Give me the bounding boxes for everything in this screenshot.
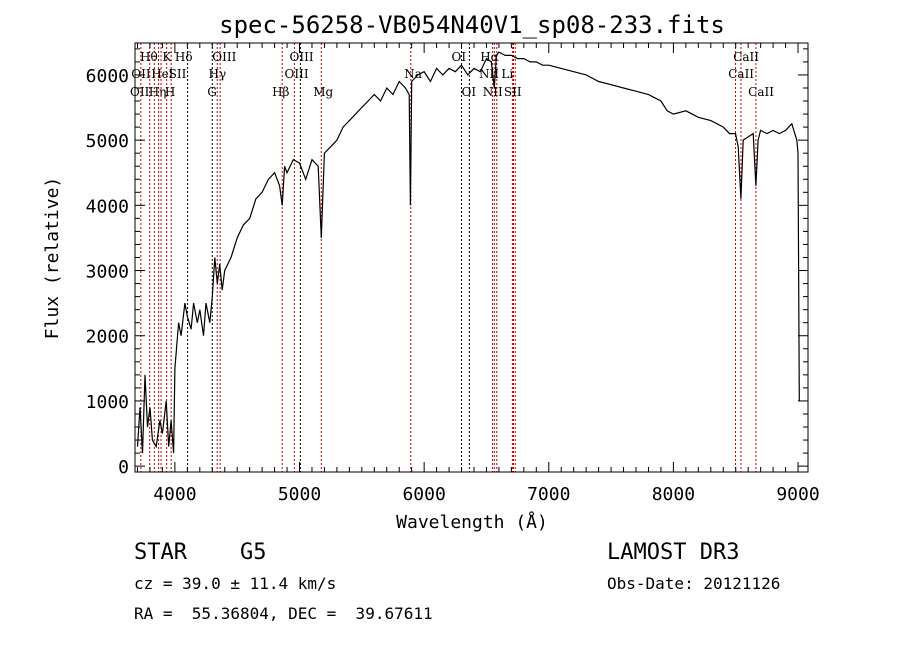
line-label: K — [162, 50, 172, 64]
y-tick-label: 1000 — [86, 392, 129, 413]
spectrum-line — [136, 51, 800, 454]
line-label: CaII — [733, 50, 759, 64]
line-label: Hβ — [272, 85, 289, 99]
line-label: OIII — [212, 50, 236, 64]
chart-title: spec-56258-VB054N40V1_sp08-233.fits — [219, 11, 725, 39]
coordinates: RA = 55.36804, DEC = 39.67611 — [134, 604, 433, 623]
x-tick-label: 9000 — [776, 484, 819, 505]
line-label: NII — [479, 67, 499, 81]
survey-name: LAMOST DR3 — [607, 540, 740, 565]
y-tick-label: 2000 — [86, 327, 129, 348]
line-label: CaII — [728, 67, 754, 81]
y-tick-label: 6000 — [86, 66, 129, 87]
line-label: CaII — [748, 85, 774, 99]
x-tick-label: 8000 — [652, 484, 695, 505]
line-label: HeI — [151, 67, 174, 81]
y-tick-label: 0 — [118, 457, 129, 478]
y-tick-label: 5000 — [86, 131, 129, 152]
line-label: OIII — [285, 67, 309, 81]
line-label: OII — [130, 85, 150, 99]
y-axis-label: Flux (relative) — [42, 177, 63, 340]
line-label: SII — [504, 85, 522, 99]
line-label: Hα — [480, 50, 499, 64]
x-tick-label: 5000 — [278, 484, 321, 505]
x-tick-label: 6000 — [402, 484, 445, 505]
line-label: Hθ — [140, 50, 158, 64]
line-label: Mg — [313, 85, 333, 99]
line-label: OI — [452, 50, 467, 64]
line-label: NII — [483, 85, 503, 99]
line-label: Hδ — [175, 50, 193, 64]
line-label: OII — [131, 67, 151, 81]
object-type: STAR G5 — [134, 540, 267, 565]
line-label: OIII — [290, 50, 314, 64]
line-label: G — [207, 85, 217, 99]
observation-date: Obs-Date: 20121126 — [607, 574, 781, 593]
line-label: Hη — [149, 85, 167, 99]
x-tick-label: 7000 — [527, 484, 570, 505]
y-tick-label: 3000 — [86, 262, 129, 283]
line-label: Li — [501, 67, 513, 81]
x-tick-label: 4000 — [153, 484, 196, 505]
line-label: H — [165, 85, 175, 99]
line-label: SII — [169, 67, 187, 81]
line-label: Na — [404, 67, 422, 81]
redshift-velocity: cz = 39.0 ± 11.4 km/s — [134, 574, 337, 593]
y-tick-label: 4000 — [86, 196, 129, 217]
line-label: OI — [462, 85, 477, 99]
x-axis-label: Wavelength (Å) — [396, 511, 548, 533]
plot-frame — [134, 42, 809, 473]
line-label: Hγ — [209, 67, 227, 81]
